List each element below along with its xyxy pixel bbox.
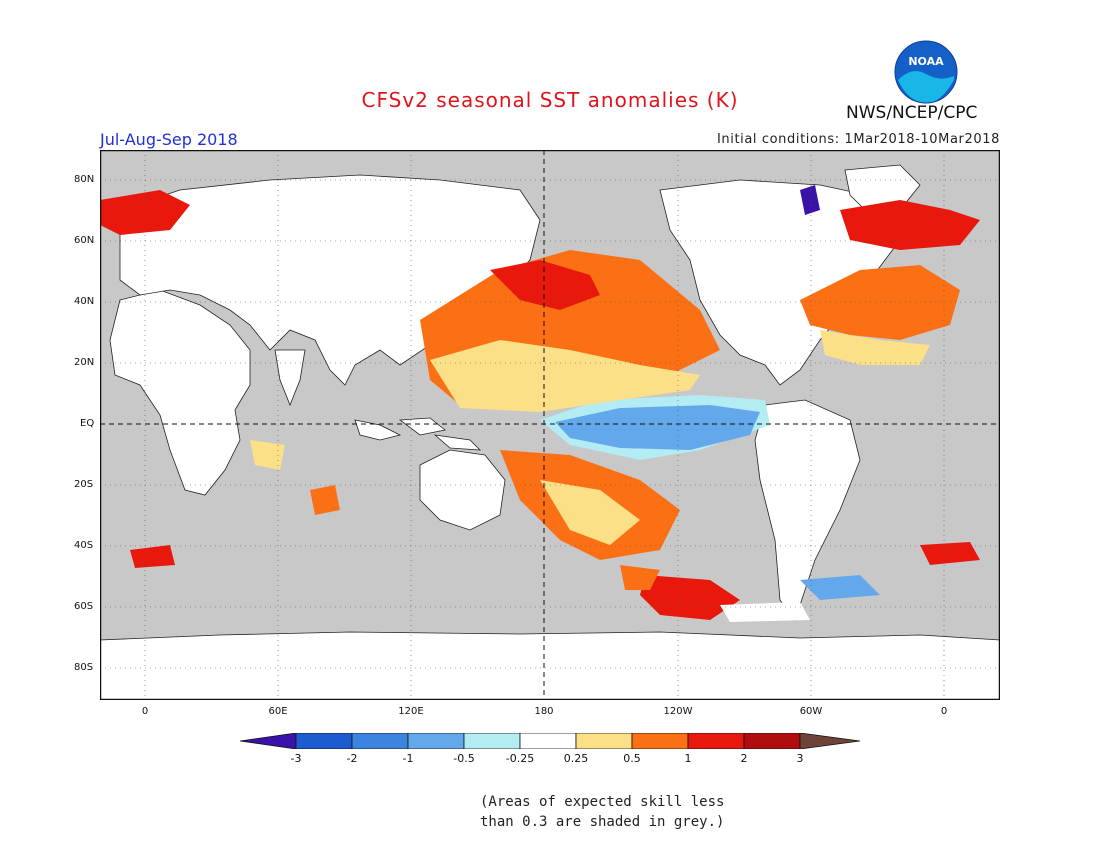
noaa-logo: NOAA [894, 40, 958, 104]
colorbar-segment [463, 732, 521, 750]
lat-label: 40N [74, 296, 95, 307]
lat-label: EQ [80, 418, 95, 429]
initial-conditions: Initial conditions: 1Mar2018-10Mar2018 [716, 132, 1000, 147]
south-pacific-yellow [540, 480, 640, 545]
southeast-pacific-hot [640, 575, 740, 620]
colorbar-segment [687, 732, 745, 750]
colorbar-segment [351, 732, 409, 750]
colorbar-arrow-low [239, 732, 297, 750]
map-frame [100, 150, 1000, 700]
skill-note: (Areas of expected skill less than 0.3 a… [480, 792, 724, 832]
africa [109, 289, 251, 496]
colorbar-segment [295, 732, 353, 750]
equator-dateline [100, 150, 1000, 700]
indian-ocean-warm [310, 485, 340, 515]
cold-tongue [555, 405, 760, 450]
forecast-period: Jul-Aug-Sep 2018 [100, 130, 238, 149]
colorbar-segment [631, 732, 689, 750]
lat-label: 20N [74, 357, 95, 368]
colorbar-segment [743, 732, 801, 750]
anomaly-patches [100, 185, 980, 622]
north-pacific-yellow [430, 340, 700, 412]
southern-ocean-white [720, 602, 810, 622]
graticule [100, 150, 1000, 700]
land-masses [100, 164, 1000, 700]
skill-note-line: than 0.3 are shaded in grey.) [480, 814, 725, 830]
southern-ocean-2 [920, 542, 980, 565]
colorbar-tick: 1 [684, 752, 692, 765]
colorbar-tick: -1 [402, 752, 414, 765]
lon-label: 0 [141, 706, 149, 717]
lat-label: 80N [74, 174, 95, 185]
colorbar-tick: -2 [346, 752, 358, 765]
lat-label: 80S [74, 662, 94, 673]
skill-note-line: (Areas of expected skill less [480, 794, 725, 810]
colorbar-arrow-high [799, 732, 861, 750]
nordic-hot [840, 200, 980, 250]
colorbar-segment [407, 732, 465, 750]
north-atlantic-warm [800, 265, 960, 340]
lon-label: 0 [940, 706, 948, 717]
antarctica [100, 631, 1000, 700]
colorbar-segment [575, 732, 633, 750]
page-title: CFSv2 seasonal SST anomalies (K) [361, 88, 739, 112]
lat-label: 20S [74, 479, 94, 490]
barents-hot [100, 190, 190, 235]
southeast-pacific-warm [620, 565, 660, 590]
colorbar-tick: 3 [796, 752, 804, 765]
colorbar [239, 732, 861, 750]
agency-label: NWS/NCEP/CPC [846, 103, 978, 123]
colorbar-tick: -3 [290, 752, 302, 765]
colorbar-tick: 0.25 [563, 752, 589, 765]
indian-ocean-yellow [250, 440, 285, 470]
kuroshio-hot [490, 260, 600, 310]
sst-anomaly-map [100, 150, 1000, 700]
southern-ocean-cold [800, 575, 880, 600]
india [274, 349, 306, 407]
south-america [754, 399, 861, 621]
colorbar-tick: 2 [740, 752, 748, 765]
colorbar-tick: 0.5 [623, 752, 641, 765]
lat-label: 40S [74, 540, 94, 551]
colorbar-tick: -0.5 [453, 752, 475, 765]
colorbar-segment [519, 732, 577, 750]
arctic-cold [800, 185, 820, 215]
lon-label: 60W [799, 706, 823, 717]
lon-label: 120E [398, 706, 424, 717]
lat-label: 60S [74, 601, 94, 612]
lon-label: 120W [663, 706, 693, 717]
lon-label: 180 [534, 706, 554, 717]
lat-label: 60N [74, 235, 95, 246]
noaa-logo-text: NOAA [908, 55, 944, 68]
maritime-continent [354, 417, 482, 451]
southern-ocean-1 [130, 545, 175, 568]
australia [419, 449, 506, 531]
north-atlantic-yellow [820, 330, 930, 365]
lon-label: 60E [268, 706, 288, 717]
colorbar-tick: -0.25 [505, 752, 535, 765]
